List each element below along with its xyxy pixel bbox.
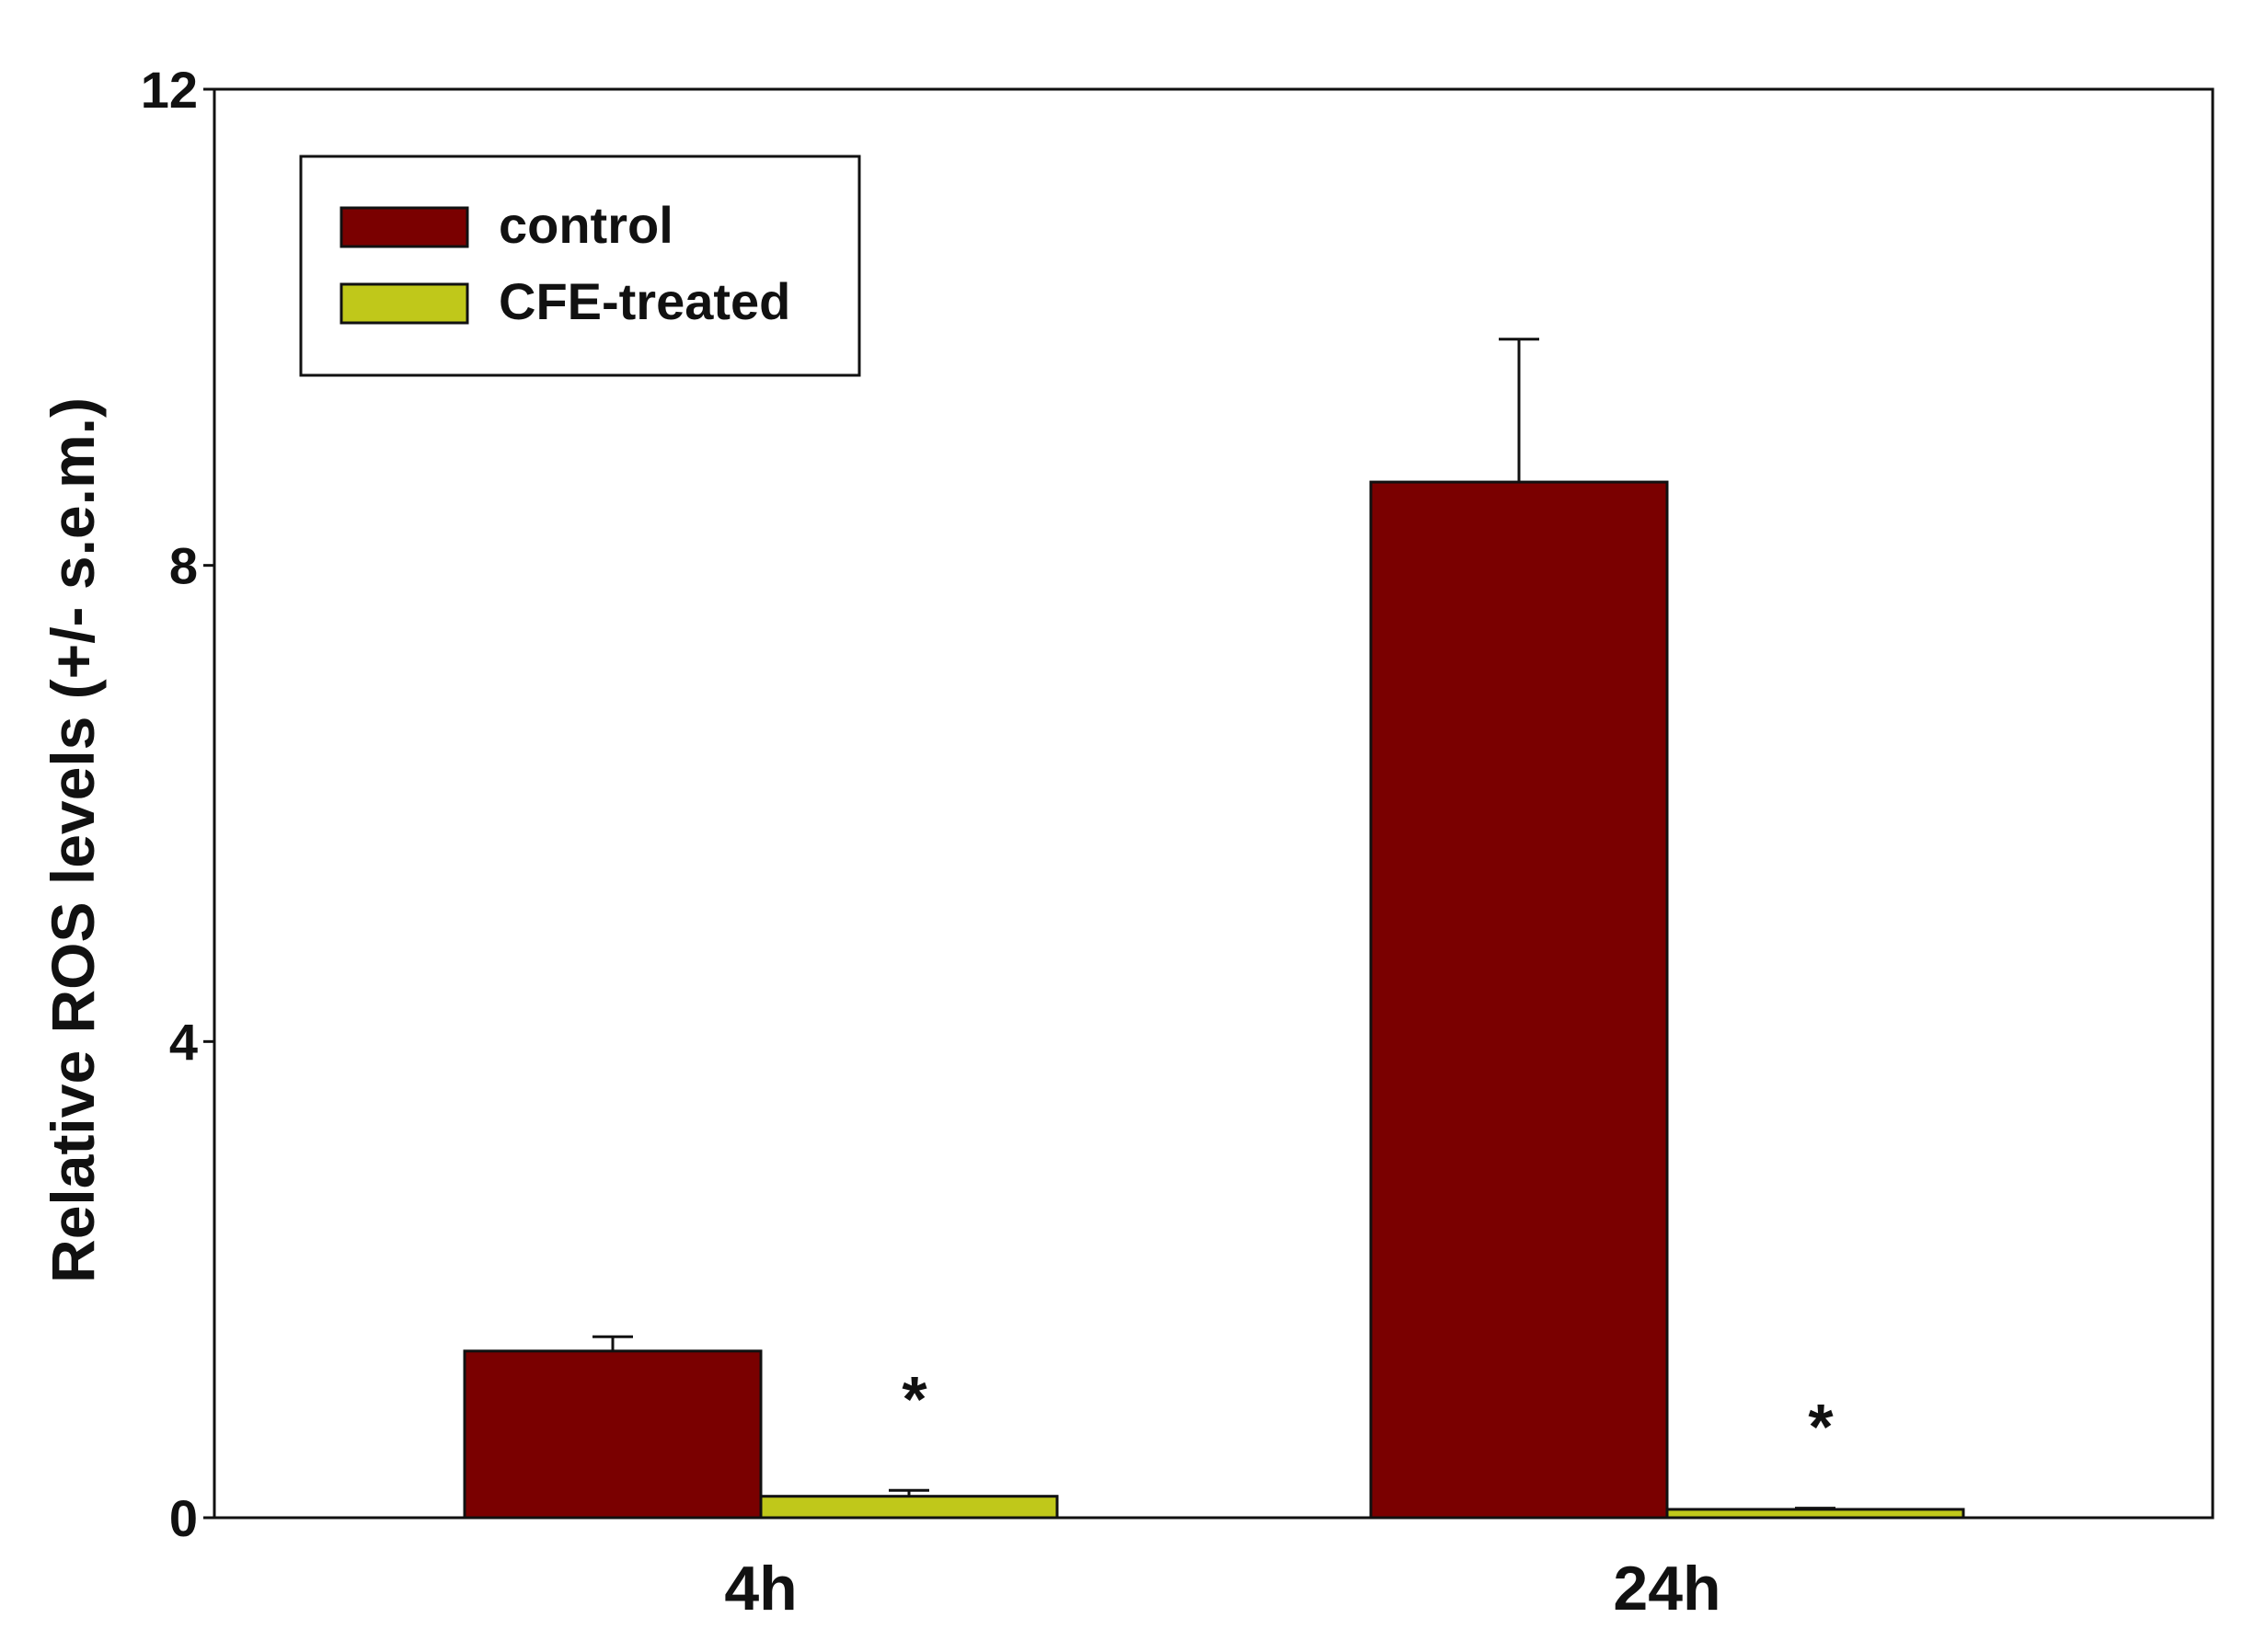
legend-label: control (499, 196, 673, 254)
bar-cfe-treated-24h (1665, 1508, 1965, 1520)
y-axis-label: Relative ROS levels (+/- s.e.m.) (39, 397, 107, 1283)
significance-marker: * (1808, 1391, 1834, 1463)
x-category-label: 4h (724, 1554, 797, 1623)
bar-control-24h (1369, 480, 1669, 1520)
axes: 0 4 8 12 Relative ROS levels (+/- s.e.m.) 4h 2… (39, 61, 2215, 1623)
y-tick-label: 4 (169, 1013, 198, 1071)
legend-swatch (339, 206, 469, 248)
bar-cfe-treated-4h (759, 1495, 1059, 1520)
legend-label: CFE-treated (499, 272, 790, 330)
plot-frame (213, 87, 2215, 1520)
legend-box (299, 155, 861, 377)
legend: control CFE-treated (299, 155, 861, 377)
y-tick-label: 12 (141, 61, 198, 119)
x-category-label: 24h (1613, 1554, 1720, 1623)
bars (463, 480, 1965, 1520)
error-bars (593, 338, 1835, 1510)
significance-marker: * (902, 1363, 927, 1435)
y-tick-label: 8 (169, 537, 198, 595)
bar-control-4h (463, 1349, 763, 1520)
y-tick-label: 0 (169, 1489, 198, 1547)
annotations: * * (902, 1363, 1834, 1463)
legend-swatch (339, 282, 469, 325)
